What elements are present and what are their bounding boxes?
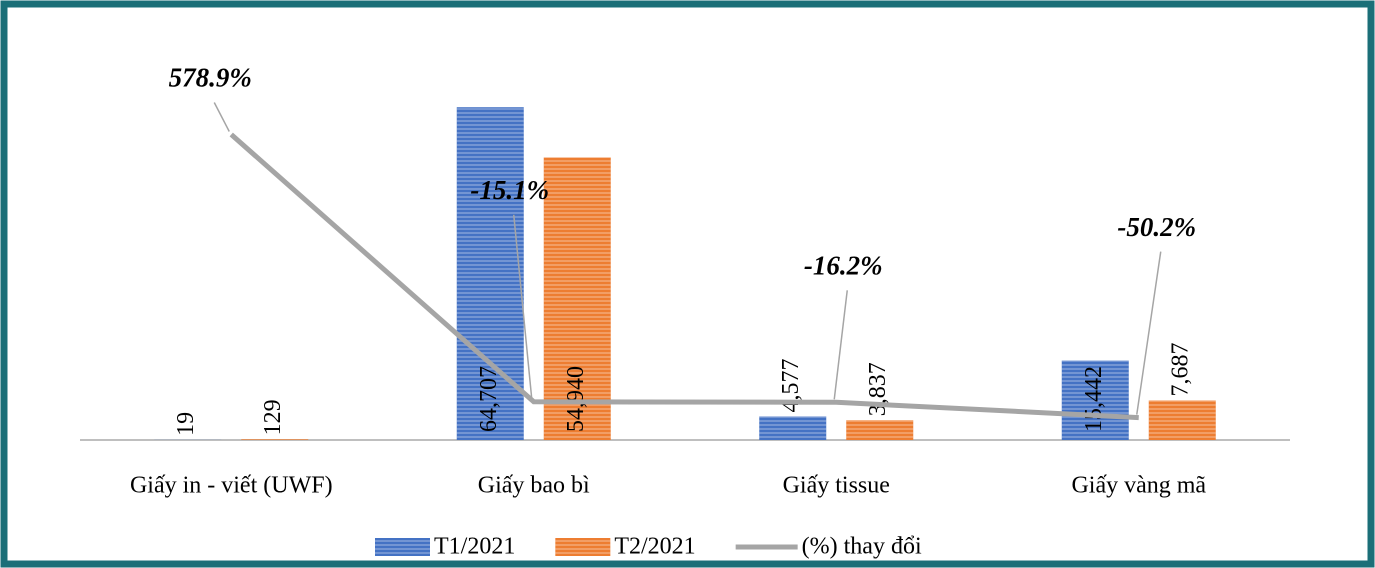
legend-texture — [375, 538, 430, 556]
data-label: 54,940 — [563, 366, 589, 432]
data-label: -15.1% — [470, 175, 549, 205]
data-label: 129 — [260, 399, 286, 435]
x-tick-label: Giấy bao bì — [478, 473, 590, 499]
x-tick-label: Giấy vàng mã — [1071, 473, 1206, 499]
legend-label: (%) thay đổi — [802, 534, 922, 560]
bar-texture — [846, 420, 914, 440]
data-label: 3,837 — [865, 362, 891, 416]
bar-texture — [241, 439, 309, 440]
data-label: 7,687 — [1168, 342, 1194, 396]
data-label: 578.9% — [169, 63, 252, 93]
data-label: 19 — [173, 412, 199, 436]
bar-texture — [759, 416, 827, 440]
x-tick-label: Giấy in - viết (UWF) — [130, 473, 333, 499]
bar-texture — [543, 157, 611, 441]
data-label: 15,442 — [1081, 366, 1107, 432]
data-label: -50.2% — [1117, 212, 1196, 242]
leader-line — [1136, 251, 1162, 415]
line-series — [229, 132, 1139, 421]
leader-line — [833, 290, 848, 400]
legend-texture — [555, 538, 611, 556]
legend-label: T2/2021 — [614, 534, 695, 560]
data-label: 64,707 — [476, 366, 502, 432]
leader-line — [213, 102, 230, 132]
bar-texture — [1061, 360, 1129, 440]
data-label: -16.2% — [804, 250, 883, 280]
legend-label: T1/2021 — [434, 534, 515, 560]
x-tick-label: Giấy tissue — [783, 473, 890, 499]
bar-texture — [1148, 400, 1216, 440]
leader-line — [513, 214, 533, 399]
